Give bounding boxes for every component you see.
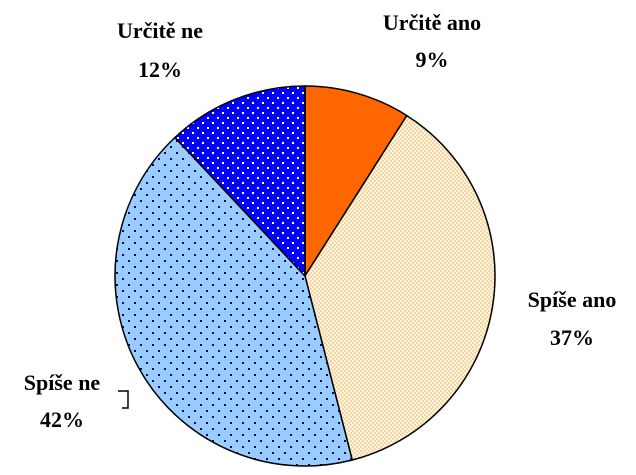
pie-slice <box>114 136 354 467</box>
pie-slice <box>304 114 496 461</box>
leader-line <box>118 390 129 409</box>
slice-label: Určitě ano <box>383 10 481 35</box>
slice-label: Spíše ne <box>24 370 101 395</box>
slice-label: Spíše ano <box>528 287 617 312</box>
slice-value-label: 12% <box>138 57 182 82</box>
pie-slice <box>173 85 306 278</box>
slice-value-label: 37% <box>550 325 594 350</box>
slice-value-label: 9% <box>416 47 449 72</box>
pie-slice <box>304 85 408 279</box>
slice-label: Určitě ne <box>117 18 203 43</box>
slice-value-label: 42% <box>40 407 84 432</box>
